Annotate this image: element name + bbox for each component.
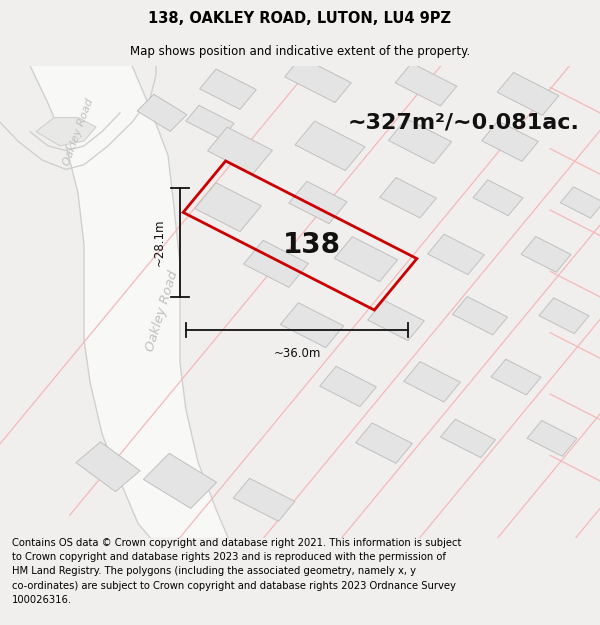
Polygon shape <box>452 296 508 335</box>
Polygon shape <box>560 187 600 218</box>
Polygon shape <box>380 177 436 218</box>
Polygon shape <box>30 66 228 538</box>
Polygon shape <box>320 366 376 407</box>
Polygon shape <box>289 181 347 224</box>
Polygon shape <box>195 182 261 232</box>
Text: Oakley Road: Oakley Road <box>61 97 95 167</box>
Polygon shape <box>473 180 523 216</box>
Polygon shape <box>497 72 559 116</box>
Polygon shape <box>521 236 571 272</box>
Polygon shape <box>76 442 140 491</box>
Polygon shape <box>527 421 577 456</box>
Text: Oakley Road: Oakley Road <box>143 269 181 353</box>
Text: 138: 138 <box>283 231 341 259</box>
Text: ~28.1m: ~28.1m <box>152 219 166 266</box>
Polygon shape <box>280 302 344 348</box>
Text: ~327m²/~0.081ac.: ~327m²/~0.081ac. <box>348 112 580 132</box>
Polygon shape <box>186 106 234 139</box>
Polygon shape <box>143 453 217 508</box>
Polygon shape <box>200 69 256 109</box>
Polygon shape <box>440 419 496 457</box>
Polygon shape <box>368 300 424 341</box>
Text: Contains OS data © Crown copyright and database right 2021. This information is : Contains OS data © Crown copyright and d… <box>12 538 461 605</box>
Polygon shape <box>428 234 484 274</box>
Polygon shape <box>388 119 452 164</box>
Polygon shape <box>233 478 295 521</box>
Text: 138, OAKLEY ROAD, LUTON, LU4 9PZ: 138, OAKLEY ROAD, LUTON, LU4 9PZ <box>149 11 452 26</box>
Polygon shape <box>284 57 352 102</box>
Text: Map shows position and indicative extent of the property.: Map shows position and indicative extent… <box>130 45 470 58</box>
Polygon shape <box>208 127 272 174</box>
Polygon shape <box>404 362 460 402</box>
Polygon shape <box>539 298 589 334</box>
Polygon shape <box>295 121 365 171</box>
Polygon shape <box>36 118 96 146</box>
Polygon shape <box>491 359 541 395</box>
Polygon shape <box>334 237 398 281</box>
Polygon shape <box>395 63 457 106</box>
Polygon shape <box>356 423 412 463</box>
Polygon shape <box>137 94 187 131</box>
Polygon shape <box>482 121 538 161</box>
Polygon shape <box>244 241 308 288</box>
Text: ~36.0m: ~36.0m <box>274 347 320 360</box>
